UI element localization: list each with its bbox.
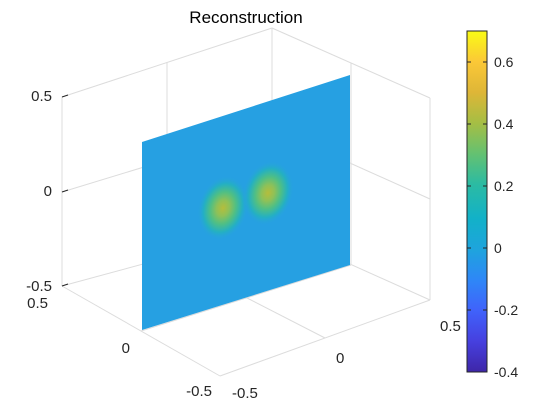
- x-tick-label: 0: [336, 350, 344, 367]
- colorbar-tick-label: -0.4: [494, 364, 518, 380]
- x-tick-label: 0.5: [440, 318, 461, 335]
- z-tick-label: 0.5: [31, 88, 52, 105]
- colorbar-tick-label: 0.4: [494, 116, 514, 132]
- blob-1: [197, 175, 249, 241]
- colorbar-tick-label: 0.2: [494, 178, 514, 194]
- z-tick-mark: [61, 283, 69, 287]
- y-tick-label: 0.5: [27, 295, 48, 312]
- x-tick-label: -0.5: [232, 385, 258, 402]
- colorbar-tick-label: -0.2: [494, 302, 518, 318]
- colorbar-tick-label: 0.6: [494, 54, 514, 70]
- z-tick-label: 0: [44, 183, 52, 200]
- blob-2: [242, 160, 294, 226]
- colorbar-gradient: [466, 30, 488, 373]
- slice-plane: [142, 75, 350, 330]
- y-tick-label: -0.5: [186, 383, 212, 400]
- colorbar-tick-label: 0: [494, 240, 502, 256]
- y-tick-label: 0: [122, 340, 130, 357]
- z-tick-mark: [61, 94, 69, 98]
- colorbar: -0.4 -0.2 0 0.2 0.4 0.6: [466, 30, 518, 380]
- chart-title: Reconstruction: [189, 8, 302, 27]
- z-tick-label: -0.5: [26, 278, 52, 295]
- z-tick-mark: [61, 189, 69, 193]
